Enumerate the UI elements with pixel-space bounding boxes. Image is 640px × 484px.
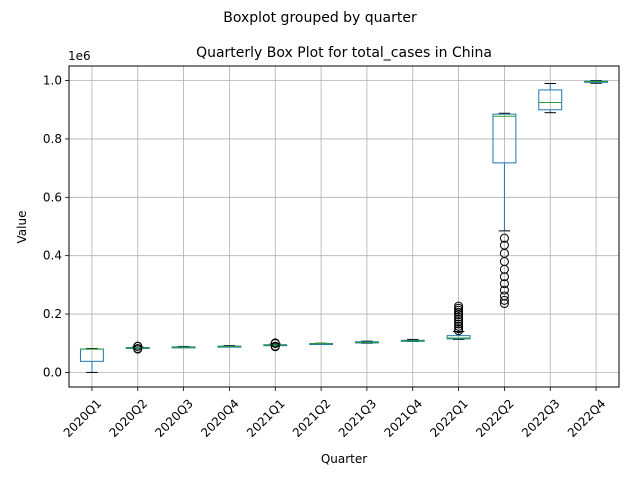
x-tick-label: 2020Q3 [152,396,196,440]
outlier-point [133,341,143,351]
outlier-point [499,272,509,282]
y-tick-label: 0.8 [43,132,62,146]
box [492,113,517,164]
box [538,89,563,111]
x-tick-label: 2020Q2 [107,396,151,440]
outlier-point [499,291,509,301]
y-offset-label: 1e6 [68,49,91,63]
x-tick-label: 2021Q4 [382,396,426,440]
outlier-point [454,312,464,322]
outlier-point [454,321,464,331]
outlier-point [270,341,280,351]
x-tick-label: 2021Q3 [336,396,380,440]
plot-frame [68,65,620,388]
x-tick-label: 2020Q4 [198,396,242,440]
y-tick-label: 0.6 [43,190,62,204]
outlier-point [454,324,464,334]
outlier-point [454,317,464,327]
outlier-point [499,233,509,243]
outlier-point [499,285,509,295]
marks-layer [79,80,609,373]
outlier-point [454,314,464,324]
outlier-point [454,301,464,311]
box [446,335,471,340]
y-tick-label: 1.0 [43,74,62,88]
chart-title: Quarterly Box Plot for total_cases in Ch… [196,45,492,61]
outlier-point [270,338,280,348]
x-tick-label: 2022Q3 [519,396,563,440]
axis-layer: 0.0 0.2 0.4 0.6 0.8 1.0 2020Q1 2020Q2 2020Q3 2020… [43,74,609,440]
x-tick-label: 2020Q1 [61,396,105,440]
outlier-point [454,319,464,329]
y-tick-label: 0.2 [43,307,62,321]
y-tick-label: 0.4 [43,249,62,263]
x-axis-label: Quarter [321,452,367,466]
chart-suptitle: Boxplot grouped by quarter [223,10,417,26]
outlier-point [499,279,509,289]
y-axis-label: Value [15,211,29,244]
x-tick-label: 2021Q1 [244,396,288,440]
outlier-point [499,240,509,250]
y-tick-label: 0.0 [43,365,62,379]
x-tick-label: 2022Q2 [473,396,517,440]
outlier-point [499,295,509,305]
x-tick-label: 2022Q1 [427,396,471,440]
grid-layer [69,66,619,387]
x-tick-label: 2022Q4 [565,396,609,440]
x-tick-label: 2021Q2 [290,396,334,440]
